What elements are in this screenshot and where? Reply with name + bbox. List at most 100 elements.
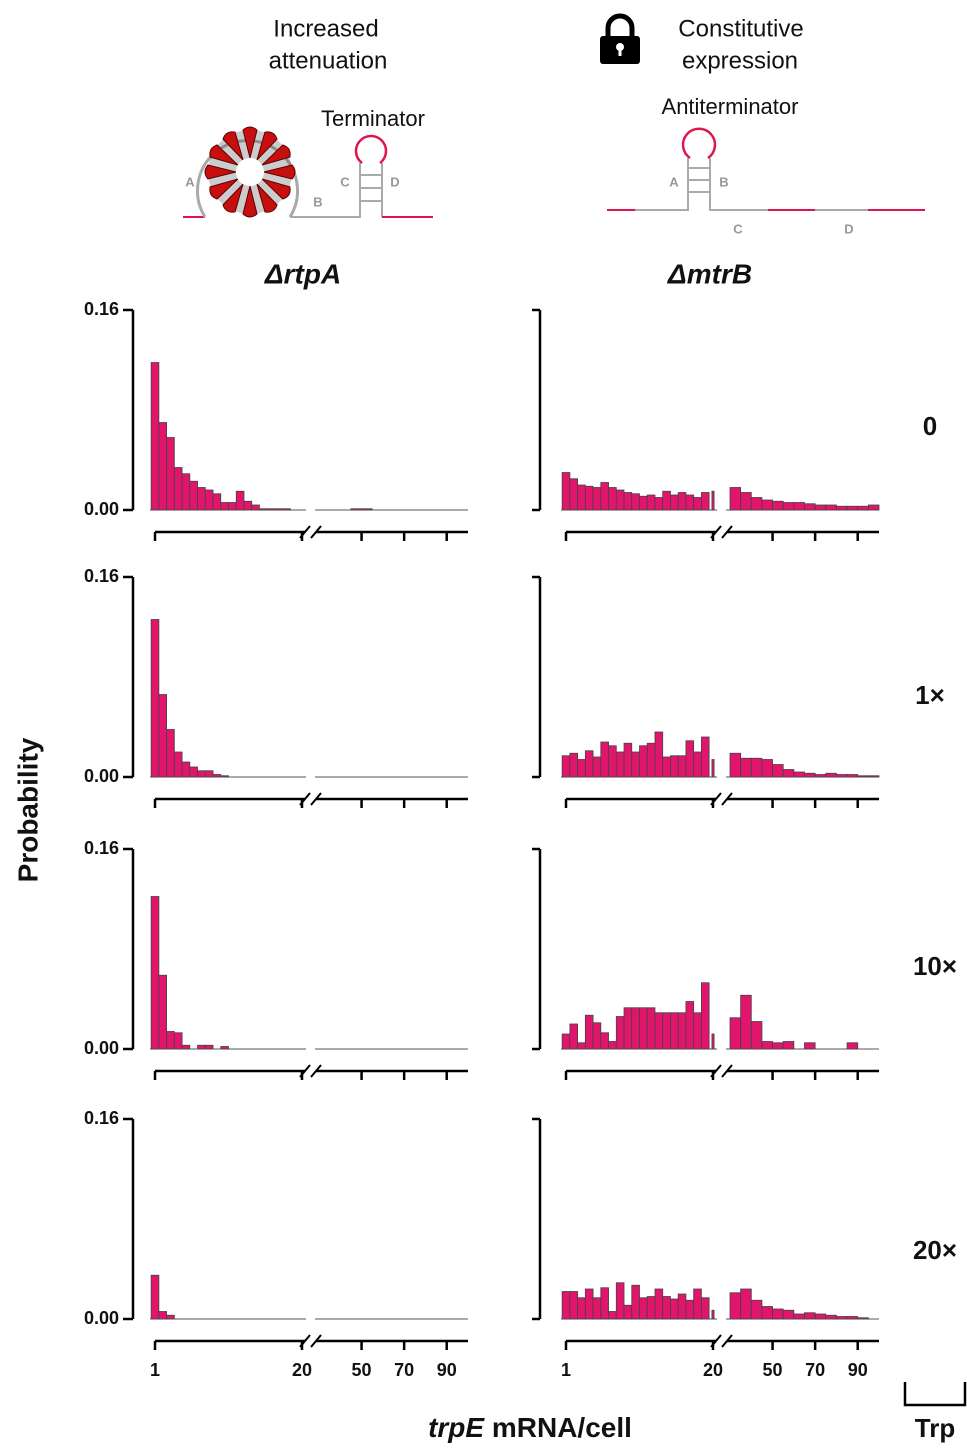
bar — [173, 1032, 183, 1050]
legend-label: Trp — [915, 1413, 955, 1443]
axis-break — [310, 1334, 322, 1348]
bar — [181, 1044, 191, 1050]
bar — [782, 502, 795, 511]
y-tick-label: 0.00 — [84, 499, 119, 519]
bar — [670, 1298, 679, 1320]
bar — [804, 772, 816, 778]
x-axis-label: trpE mRNA/cell — [428, 1412, 632, 1443]
x-tick-label: 20 — [703, 1360, 723, 1380]
bar — [577, 484, 586, 511]
bar — [700, 982, 710, 1050]
bar — [804, 1042, 816, 1050]
bar — [584, 485, 594, 511]
bar — [577, 1042, 586, 1050]
bar — [569, 478, 579, 511]
bar — [711, 1033, 715, 1050]
bar — [631, 751, 640, 778]
bar — [166, 1314, 175, 1320]
bar — [282, 508, 291, 511]
bar — [600, 482, 609, 511]
bar — [158, 1311, 168, 1320]
bar — [700, 736, 710, 778]
legend-bracket — [903, 1382, 967, 1407]
bar — [631, 493, 640, 511]
bar — [569, 1023, 579, 1050]
protein-subunit — [204, 164, 237, 180]
bar — [150, 362, 160, 511]
bar — [677, 1293, 687, 1320]
bar — [189, 480, 198, 511]
bar — [711, 759, 715, 778]
bar — [158, 974, 168, 1050]
bar — [685, 1299, 695, 1320]
bar — [204, 1044, 214, 1050]
header: Constitutive — [678, 15, 803, 42]
bar — [561, 1033, 571, 1050]
bar — [772, 1042, 784, 1050]
protein-subunit — [209, 178, 239, 200]
axis-break — [310, 525, 322, 539]
bar — [259, 508, 268, 511]
bar — [685, 494, 695, 511]
bar — [693, 1012, 702, 1050]
bar — [615, 1016, 625, 1050]
bar — [243, 500, 253, 511]
y-tick-label: 0.00 — [84, 766, 119, 786]
bar — [846, 1042, 859, 1050]
bar — [685, 1001, 695, 1050]
bar — [740, 994, 752, 1050]
bar — [750, 1021, 763, 1050]
x-tick-label: 1 — [561, 1360, 571, 1380]
bar — [857, 1317, 869, 1320]
bar — [623, 1007, 633, 1050]
region-letter: D — [844, 221, 853, 236]
axis-break — [721, 525, 733, 539]
row-label: 20× — [913, 1235, 957, 1265]
protein-subunit — [242, 126, 258, 159]
bar — [654, 731, 664, 778]
y-tick-label: 0.00 — [84, 1038, 119, 1058]
x-tick-label: 70 — [394, 1360, 414, 1380]
bar — [670, 494, 679, 511]
protein-subunit — [222, 183, 244, 213]
bar — [251, 504, 260, 511]
y-tick-label: 0.16 — [84, 566, 119, 586]
bar — [700, 1297, 710, 1320]
axis-break — [721, 1334, 733, 1348]
protein-subunit — [261, 144, 291, 166]
region-letter: C — [733, 221, 743, 236]
bar — [608, 745, 617, 778]
x-tick-label: 70 — [805, 1360, 825, 1380]
bar — [212, 493, 222, 511]
bar — [793, 771, 805, 778]
x-tick-label: 20 — [292, 1360, 312, 1380]
bar — [623, 492, 633, 511]
bar — [623, 1304, 633, 1320]
row-label: 0 — [923, 411, 937, 441]
bar — [867, 775, 880, 778]
bar — [639, 1007, 648, 1050]
bar — [150, 896, 160, 1050]
bar — [662, 756, 671, 778]
protein-subunit — [263, 164, 296, 180]
bar — [561, 755, 571, 778]
bar — [639, 1297, 648, 1320]
bar — [654, 497, 664, 511]
bar — [685, 740, 695, 778]
attenuation-diagram — [183, 126, 433, 218]
bar — [761, 759, 773, 778]
bar — [693, 497, 702, 511]
bar — [631, 1284, 640, 1320]
bar — [793, 1313, 805, 1320]
bar — [677, 755, 687, 778]
bar — [729, 1017, 742, 1050]
axis-break — [721, 792, 733, 806]
bar — [711, 1309, 715, 1320]
header: Increased — [273, 15, 378, 42]
row-label: 1× — [915, 680, 945, 710]
y-tick-label: 0.16 — [84, 838, 119, 858]
y-axis-label: Probability — [12, 737, 43, 882]
bar — [825, 504, 837, 511]
bar — [646, 742, 656, 778]
